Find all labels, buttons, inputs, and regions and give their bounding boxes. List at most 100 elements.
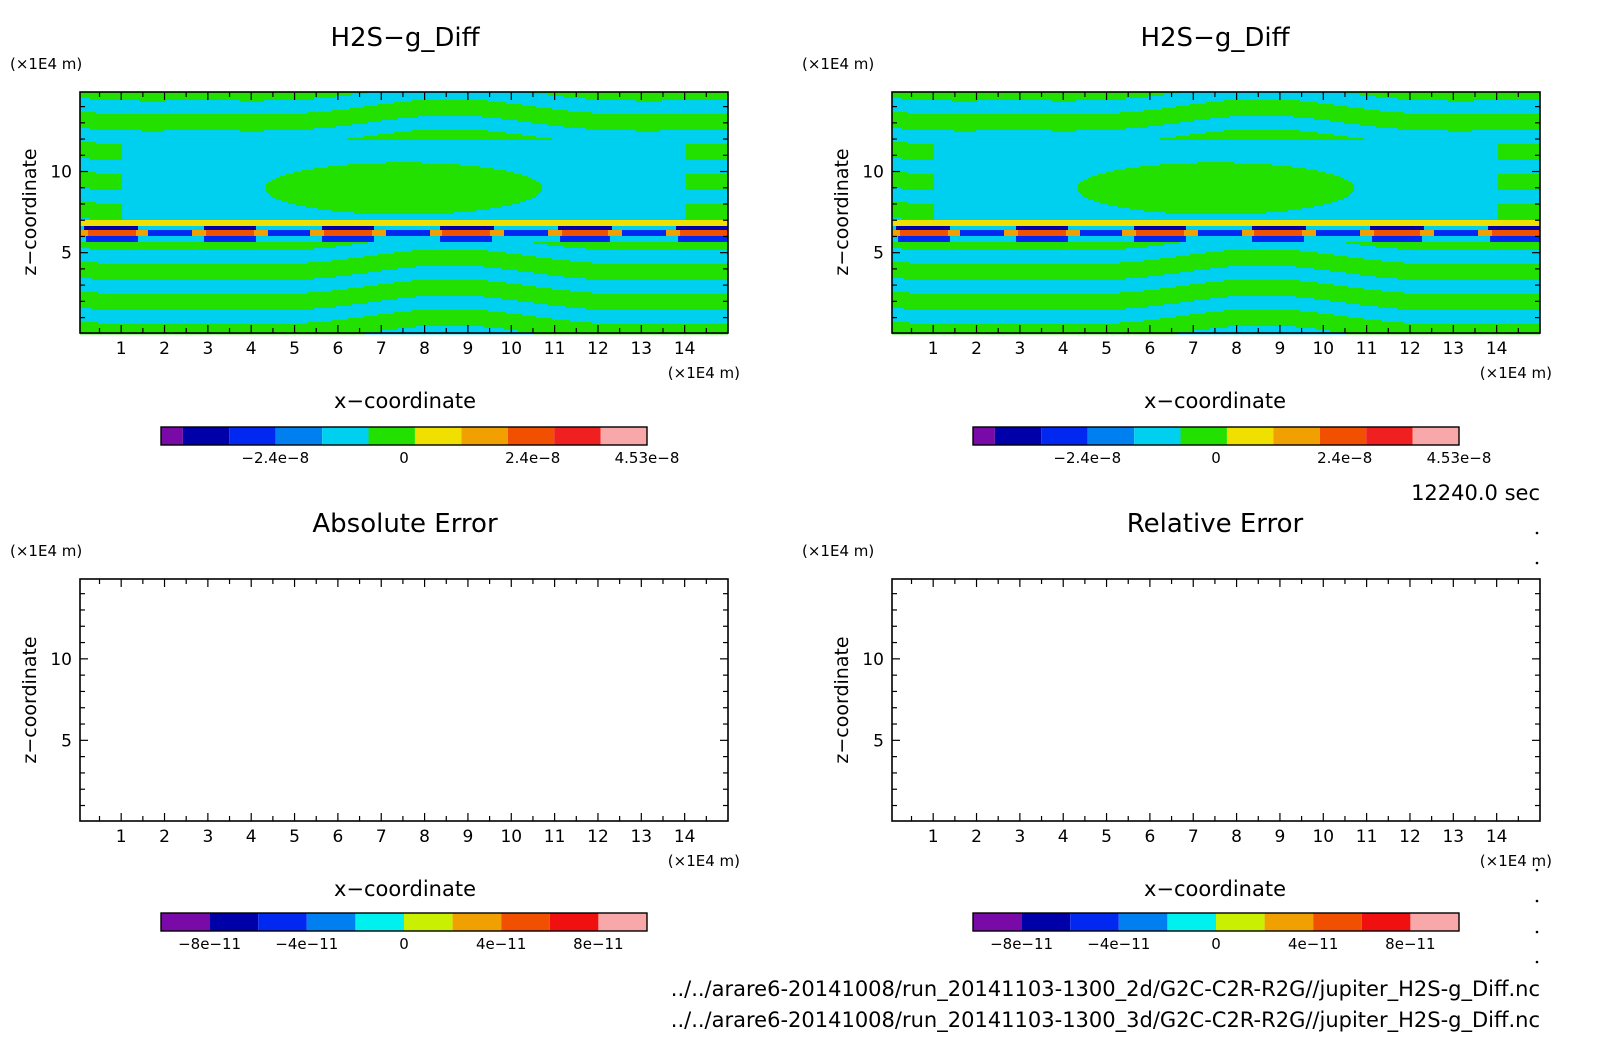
field-cell [558,228,612,231]
field-cell [1080,232,1122,235]
x-tick-label: 14 [674,339,696,359]
field-cell [80,250,412,253]
y-unit-label: (×1E4 m) [802,55,874,73]
field-cell [374,240,440,243]
field-cell [892,238,898,241]
field-cell [1318,312,1540,315]
field-cell [564,126,728,129]
field-cell [1420,234,1434,237]
field-cell [1314,298,1540,301]
field-cell [80,286,364,289]
field-cell [138,226,204,229]
field-cell [440,226,494,229]
field-cell [80,198,276,201]
field-cell [80,92,368,95]
field-cell [548,274,728,277]
field-cell [270,194,538,197]
field-cell [892,284,1190,287]
field-cell [686,148,728,151]
field-cell [266,186,542,189]
field-cell [934,146,1498,149]
x-tick-label: 3 [202,827,213,847]
field-cell [1300,100,1448,103]
field-cell [892,292,910,295]
field-cell [322,226,374,229]
field-cell [892,142,908,145]
field-cell [564,96,728,99]
field-cell [1190,314,1334,317]
field-cell [80,212,122,215]
field-cell [398,118,502,121]
x-tick-label: 14 [674,827,696,847]
field-cell [98,292,308,295]
field-cell [570,320,728,323]
field-cell [1314,206,1498,209]
x-tick-label: 4 [1058,827,1069,847]
colorbar-tick-label: 8e−11 [573,935,623,953]
field-cell [348,164,460,167]
field-cell [122,184,266,187]
colorbar-tick-label: 4e−11 [1288,935,1338,953]
field-cell [552,318,728,321]
field-cell [80,248,90,251]
field-cell [240,100,264,103]
field-cell [80,330,382,333]
field-cell [314,168,494,171]
field-cell [1094,200,1338,203]
colorbar-segment [549,913,599,931]
field-cell [138,240,204,243]
field-cell [892,160,1540,163]
field-cell [536,286,728,289]
x-tick-label: 11 [1356,827,1378,847]
field-cell [386,234,430,237]
field-cell [610,238,678,241]
field-cell [548,232,562,235]
field-cell [80,324,728,327]
field-cell [1498,188,1540,191]
field-cell [892,216,934,219]
field-cell [678,238,728,241]
field-cell [90,128,314,131]
field-cell [1492,234,1540,237]
field-cell [892,154,934,157]
field-cell [892,190,1078,193]
x-axis-label: x−coordinate [334,877,476,901]
field-cell [1498,212,1540,215]
field-cell [636,100,662,103]
field-cell [892,128,902,131]
field-cell [310,230,324,233]
field-cell [1316,230,1360,233]
field-cell [892,172,908,175]
field-cell [90,188,122,191]
field-cell [80,158,90,161]
x-unit-label: (×1E4 m) [1480,364,1552,382]
y-unit-label: (×1E4 m) [10,542,82,560]
field-cell [378,254,522,257]
field-cell [910,322,1120,325]
field-cell [80,300,382,303]
colorbar-frame [972,426,1460,446]
field-cell [586,128,728,131]
field-cell [494,168,728,171]
field-cell [1304,240,1372,243]
field-cell [80,252,394,255]
field-cell [80,284,378,287]
field-cell [1372,238,1422,241]
field-cell [348,288,552,291]
field-cell [904,278,1126,281]
field-cell [1186,226,1252,229]
field-cell [892,232,900,235]
field-cell [374,236,440,239]
field-cell [80,230,88,233]
field-cell [1078,184,1354,187]
field-cell [1136,232,1184,235]
field-cell [122,182,268,185]
colorbar-segment [355,913,404,931]
field-cell [488,100,636,103]
field-cell [892,140,1540,143]
field-cell [1398,248,1540,251]
field-cell [1136,230,1184,233]
x-tick-label: 6 [1144,339,1155,359]
